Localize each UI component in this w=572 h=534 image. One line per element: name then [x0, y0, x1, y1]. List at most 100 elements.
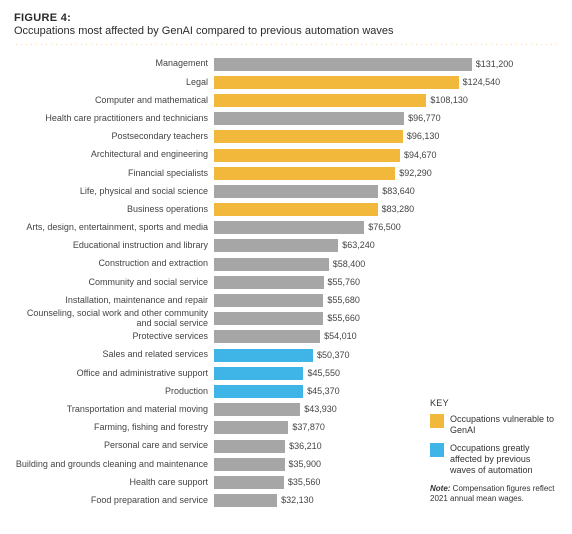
- bar-row: Architectural and engineering $94,670: [14, 146, 558, 164]
- figure-header: FIGURE 4: Occupations most affected by G…: [14, 12, 558, 37]
- bar: [214, 367, 303, 380]
- bar-value: $96,770: [404, 112, 441, 125]
- bar-label: Arts, design, entertainment, sports and …: [14, 223, 214, 232]
- bar-row: Business operations $83,280: [14, 201, 558, 219]
- legend-note: Note: Compensation figures reflect 2021 …: [430, 484, 558, 504]
- legend-note-label: Note:: [430, 484, 450, 493]
- bar-track: $55,660: [214, 312, 558, 325]
- bar-track: $45,370: [214, 385, 558, 398]
- bar: [214, 349, 313, 362]
- figure-label: FIGURE 4:: [14, 12, 558, 24]
- bar-row: Health care practitioners and technician…: [14, 110, 558, 128]
- bar-chart: Management$131,200 Legal $124,540 Computer …: [14, 55, 558, 510]
- bar-value: $63,240: [338, 239, 375, 252]
- divider-dotted: [14, 43, 558, 45]
- bar-value: $83,280: [378, 203, 415, 216]
- bar-value: $83,640: [378, 185, 415, 198]
- bar-label: Transportation and material moving: [14, 405, 214, 414]
- bar-label: Protective services: [14, 332, 214, 341]
- bar-label: Community and social service: [14, 278, 214, 287]
- legend-item: Occupations greatly affected by previous…: [430, 443, 558, 475]
- bar: [214, 421, 288, 434]
- bar-track: $55,680: [214, 294, 558, 307]
- bar-label: Architectural and engineering: [14, 150, 214, 159]
- bar-label: Postsecondary teachers: [14, 132, 214, 141]
- bar: [214, 494, 277, 507]
- bar-track: $124,540: [214, 76, 558, 89]
- bar: [214, 258, 329, 271]
- bar-track: $58,400: [214, 258, 558, 271]
- bar-track: $55,760: [214, 276, 558, 289]
- bar: [214, 221, 364, 234]
- legend-items: Occupations vulnerable to GenAI Occupatio…: [430, 414, 558, 476]
- bar-value: $50,370: [313, 349, 350, 362]
- legend-title: KEY: [430, 398, 558, 408]
- bar-row: Management$131,200: [14, 55, 558, 73]
- bar-track: $108,130: [214, 94, 558, 107]
- bar: [214, 294, 323, 307]
- bar: [214, 203, 378, 216]
- figure-title: Occupations most affected by GenAI compa…: [14, 25, 558, 37]
- bar-row: Counseling, social work and other commun…: [14, 310, 558, 328]
- bar: [214, 149, 400, 162]
- bar-row: Life, physical and social science$83,640: [14, 182, 558, 200]
- legend-swatch: [430, 443, 444, 457]
- bar-value: $35,900: [285, 458, 322, 471]
- bar-label: Farming, fishing and forestry: [14, 423, 214, 432]
- bar: [214, 312, 323, 325]
- bar-label: Building and grounds cleaning and mainte…: [14, 460, 214, 469]
- bar-value: $45,370: [303, 385, 340, 398]
- bar-track: $94,670: [214, 149, 558, 162]
- legend: KEY Occupations vulnerable to GenAIOccup…: [430, 398, 558, 504]
- bar-track: $50,370: [214, 349, 558, 362]
- bar-label: Legal: [14, 78, 214, 87]
- bar-label: Food preparation and service: [14, 496, 214, 505]
- bar: [214, 167, 395, 180]
- bar-row: Community and social service $55,760: [14, 273, 558, 291]
- bar-row: Computer and mathematical$108,130: [14, 91, 558, 109]
- bar-track: $92,290: [214, 167, 558, 180]
- bar-value: $94,670: [400, 149, 437, 162]
- bar-label: Construction and extraction: [14, 259, 214, 268]
- bar-row: Legal $124,540: [14, 73, 558, 91]
- bar-label: Health care support: [14, 478, 214, 487]
- bar-row: Financial specialists $92,290: [14, 164, 558, 182]
- legend-text: Occupations greatly affected by previous…: [450, 443, 558, 475]
- bar-row: Arts, design, entertainment, sports and …: [14, 219, 558, 237]
- bar-row: Construction and extraction$58,400: [14, 255, 558, 273]
- bar-row: Postsecondary teachers $96,130: [14, 128, 558, 146]
- bar-track: $45,550: [214, 367, 558, 380]
- bar: [214, 330, 320, 343]
- bar-value: $32,130: [277, 494, 314, 507]
- bar-value: $54,010: [320, 330, 357, 343]
- bar-label: Health care practitioners and technician…: [14, 114, 214, 123]
- bar-row: Protective services $54,010: [14, 328, 558, 346]
- bar-value: $55,680: [323, 294, 360, 307]
- bar-label: Computer and mathematical: [14, 96, 214, 105]
- bar-label: Installation, maintenance and repair: [14, 296, 214, 305]
- bar-value: $92,290: [395, 167, 432, 180]
- bar: [214, 276, 324, 289]
- bar-value: $55,760: [324, 276, 361, 289]
- bar-track: $96,130: [214, 130, 558, 143]
- bar-label: Counseling, social work and other commun…: [14, 309, 214, 328]
- bar-label: Financial specialists: [14, 169, 214, 178]
- bar-row: Sales and related services$50,370: [14, 346, 558, 364]
- bar-row: Installation, maintenance and repair $55,…: [14, 291, 558, 309]
- bar: [214, 185, 378, 198]
- bar-label: Business operations: [14, 205, 214, 214]
- bar-value: $55,660: [323, 312, 360, 325]
- bar-value: $131,200: [472, 58, 514, 71]
- bar-value: $124,540: [459, 76, 501, 89]
- legend-item: Occupations vulnerable to GenAI: [430, 414, 558, 436]
- bar-value: $76,500: [364, 221, 401, 234]
- bar: [214, 403, 300, 416]
- bar: [214, 239, 338, 252]
- bar-label: Educational instruction and library: [14, 241, 214, 250]
- bar-value: $36,210: [285, 440, 322, 453]
- bar-track: $54,010: [214, 330, 558, 343]
- bar: [214, 58, 472, 71]
- bar-track: $63,240: [214, 239, 558, 252]
- bar-value: $35,560: [284, 476, 321, 489]
- bar-value: $96,130: [403, 130, 440, 143]
